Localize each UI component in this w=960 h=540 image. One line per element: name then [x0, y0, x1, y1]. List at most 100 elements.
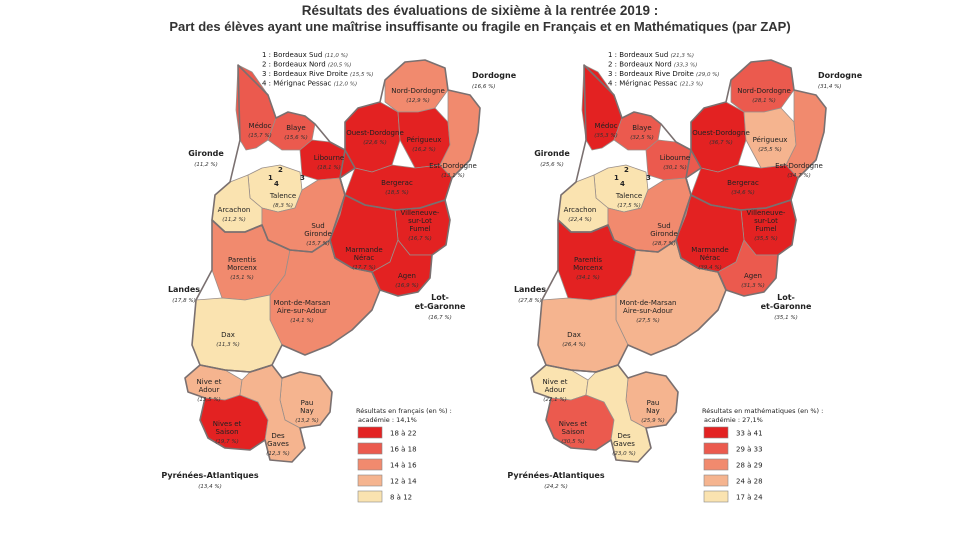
zap-label-bergerac: Bergerac	[381, 179, 413, 187]
zap-label-pau-nay: Pau Nay	[300, 399, 314, 415]
department-value-gironde: (11,2 %)	[194, 162, 218, 168]
zap-label-libourne: Libourne	[660, 154, 691, 162]
zap-label-nive-adour: Nive et Adour	[543, 378, 568, 394]
department-label-pyrenees: Pyrénées-Atlantiques	[161, 470, 258, 480]
zap-label-des-gaves: Des Gaves	[613, 432, 635, 448]
zap-label-medoc: Médoc	[249, 122, 272, 130]
zap-value-est-dordogne: (34,7 %)	[787, 173, 811, 179]
zap-label-est-dordogne: Est-Dordogne	[429, 162, 477, 170]
zap-label-mont-de-marsan: Mont-de-Marsan Aire-sur-Adour	[620, 299, 677, 315]
zap-label-nives-saison: Nives et Saison	[559, 420, 588, 436]
department-label-gironde: Gironde	[534, 149, 570, 158]
zap-label-bergerac: Bergerac	[727, 179, 759, 187]
legend-title: Résultats en mathématiques (en %) :	[702, 407, 823, 415]
zap-nord-dordogne	[730, 59, 795, 113]
key-item-4: 4 : Mérignac Pessac (21,3 %)	[608, 80, 703, 88]
zap-value-pau-nay: (13,2 %)	[295, 418, 319, 424]
bordeaux-zone-number: 1	[614, 174, 619, 182]
zap-value-medoc: (15,7 %)	[248, 133, 272, 139]
zap-label-perigueux: Périgueux	[407, 136, 442, 144]
zap-medoc	[581, 64, 623, 151]
legend-label: 12 à 14	[390, 478, 417, 486]
department-label-dordogne: Dordogne	[818, 71, 863, 80]
zap-value-parentis: (34,1 %)	[576, 275, 600, 281]
department-label-landes: Landes	[168, 285, 200, 294]
zap-label-blaye: Blaye	[286, 124, 306, 132]
legend-label: 18 à 22	[390, 430, 417, 438]
zap-value-blaye: (15,6 %)	[284, 135, 308, 141]
bordeaux-zone-number: 2	[278, 166, 283, 174]
legend-swatch	[703, 442, 729, 455]
zap-label-marmande: Marmande Nérac	[691, 246, 728, 262]
zap-value-des-gaves: (23,0 %)	[612, 451, 636, 457]
title-line-2: Part des élèves ayant une maîtrise insuf…	[169, 19, 791, 34]
zap-value-bergerac: (34,6 %)	[731, 190, 755, 196]
zap-value-blaye: (32,5 %)	[630, 135, 654, 141]
legend-label: 14 à 16	[390, 462, 417, 470]
legend-swatch	[357, 426, 383, 439]
zap-value-bergerac: (18,5 %)	[385, 190, 409, 196]
zap-label-est-dordogne: Est-Dordogne	[775, 162, 823, 170]
department-value-pyrenees: (24,2 %)	[544, 484, 568, 490]
zap-dax	[537, 294, 629, 373]
zap-label-nive-adour: Nive et Adour	[197, 378, 222, 394]
zap-label-dax: Dax	[221, 331, 235, 339]
map-mathematiques: 12 3 4 Médoc (35,3 %) Blaye (32,5 %) Nord-Dordo…	[507, 51, 863, 503]
zap-value-pau-nay: (25,9 %)	[641, 418, 665, 424]
zap-value-mont-de-marsan: (14,1 %)	[290, 318, 314, 324]
zap-value-des-gaves: (12,3 %)	[266, 451, 290, 457]
bordeaux-key: 1 : Bordeaux Sud (11,0 %) 2 : Bordeaux No…	[262, 51, 374, 88]
zap-label-ouest-dordogne: Ouest-Dordogne	[346, 129, 404, 137]
zap-label-parentis: Parentis Morcenx	[227, 256, 257, 272]
zap-label-parentis: Parentis Morcenx	[573, 256, 603, 272]
zap-value-sud-gironde: (15,7 %)	[306, 241, 330, 247]
department-value-gironde: (25,6 %)	[540, 162, 564, 168]
department-value-lot-et-garonne: (16,7 %)	[428, 315, 452, 321]
zap-value-nord-dordogne: (28,1 %)	[752, 98, 776, 104]
zap-value-libourne: (30,1 %)	[663, 165, 687, 171]
legend-label: 28 à 29	[736, 462, 763, 470]
zap-label-sud-gironde: Sud Gironde	[650, 222, 678, 238]
zap-medoc	[235, 64, 277, 151]
zap-value-talence: (8,3 %)	[273, 203, 293, 209]
zap-value-arcachon: (22,4 %)	[568, 217, 592, 223]
zap-label-dax: Dax	[567, 331, 581, 339]
department-value-pyrenees: (13,4 %)	[198, 484, 222, 490]
zap-value-nives-saison: (30,5 %)	[561, 439, 585, 445]
zap-value-dax: (11,3 %)	[216, 342, 240, 348]
zap-label-talence: Talence	[269, 192, 296, 200]
bordeaux-zone-number: 4	[274, 180, 279, 188]
key-item-3: 3 : Bordeaux Rive Droite (15,5 %)	[262, 70, 374, 78]
zap-value-arcachon: (11,2 %)	[222, 217, 246, 223]
zap-value-perigueux: (16,2 %)	[412, 147, 436, 153]
legend-swatch	[357, 458, 383, 471]
zap-value-nives-saison: (19,7 %)	[215, 439, 239, 445]
bordeaux-zone-number: 4	[620, 180, 625, 188]
legend-label: 17 à 24	[736, 494, 763, 502]
department-label-lot-et-garonne: Lot-et-Garonne	[415, 293, 466, 311]
legend-swatch	[703, 426, 729, 439]
key-item-2: 2 : Bordeaux Nord (33,3 %)	[608, 61, 697, 69]
zap-value-agen: (31,3 %)	[741, 283, 765, 289]
bordeaux-zone-number: 3	[300, 174, 305, 182]
department-border	[184, 364, 333, 463]
zap-label-blaye: Blaye	[632, 124, 652, 132]
department-border	[685, 59, 827, 211]
department-label-landes: Landes	[514, 285, 546, 294]
title-line-1: Résultats des évaluations de sixième à l…	[301, 3, 659, 18]
legend-swatch	[357, 490, 383, 503]
legend-label: 29 à 33	[736, 446, 763, 454]
legend-label: 33 à 41	[736, 430, 763, 438]
zap-value-marmande: (39,4 %)	[698, 265, 722, 271]
department-value-dordogne: (31,4 %)	[818, 84, 842, 90]
bordeaux-zone-number: 1	[268, 174, 273, 182]
zap-label-perigueux: Périgueux	[753, 136, 788, 144]
zap-value-nive-adour: (13,5 %)	[197, 397, 221, 403]
zap-dax	[191, 294, 283, 373]
department-border	[339, 59, 481, 211]
page-title: Résultats des évaluations de sixième à l…	[0, 2, 960, 35]
key-item-1: 1 : Bordeaux Sud (11,0 %)	[262, 51, 348, 59]
zap-label-nives-saison: Nives et Saison	[213, 420, 242, 436]
key-item-2: 2 : Bordeaux Nord (20,5 %)	[262, 61, 351, 69]
